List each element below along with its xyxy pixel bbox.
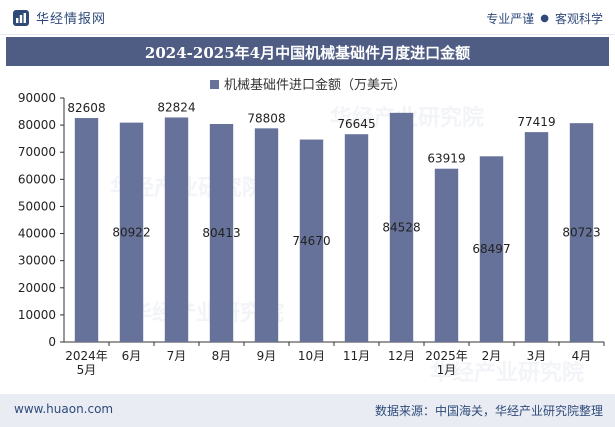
y-tick-label: 90000 xyxy=(18,91,56,105)
data-label: 76645 xyxy=(337,117,375,131)
x-tick-label: 12月 xyxy=(388,349,415,363)
logo-icon xyxy=(13,9,29,26)
x-tick-label: 2024年 xyxy=(65,349,108,363)
x-tick-label: 11月 xyxy=(343,349,370,363)
data-label: 80723 xyxy=(562,226,600,240)
x-tick-label: 7月 xyxy=(167,349,187,363)
y-tick-label: 80000 xyxy=(18,118,56,132)
data-labels: 82608 80922 82824 80413 78808 74670 76645 84528… xyxy=(67,100,600,256)
y-tick-label: 70000 xyxy=(18,145,56,159)
data-label: 82608 xyxy=(67,101,105,115)
slogan: 专业严谨 ● 客观科学 xyxy=(486,10,603,27)
y-tick-label: 50000 xyxy=(18,199,56,213)
slogan-left: 专业严谨 xyxy=(486,12,535,26)
x-tick-label: 3月 xyxy=(527,349,547,363)
data-label: 74670 xyxy=(292,234,330,248)
y-tick-label: 60000 xyxy=(18,172,56,186)
footer: www.huaon.com 数据来源：中国海关，华经产业研究院整理 xyxy=(0,394,615,427)
bar xyxy=(254,128,279,342)
bar xyxy=(164,117,189,343)
title-bar: 2024-2025年4月中国机械基础件月度进口金额 xyxy=(6,37,609,66)
axes: 0 10000 20000 30000 40000 50000 60000 70000 8000… xyxy=(18,91,605,377)
data-label: 77419 xyxy=(517,115,555,129)
data-label: 84528 xyxy=(382,220,420,234)
data-label: 80413 xyxy=(202,226,240,240)
bar xyxy=(524,132,549,342)
legend-label: 机械基础件进口金额（万美元） xyxy=(224,77,406,93)
bar xyxy=(209,123,234,342)
bar xyxy=(569,123,594,343)
y-tick-label: 10000 xyxy=(18,308,56,322)
data-source: 数据来源：中国海关，华经产业研究院整理 xyxy=(374,404,603,418)
chart-title: 2024-2025年4月中国机械基础件月度进口金额 xyxy=(144,44,471,62)
data-label: 80922 xyxy=(112,225,150,239)
bar xyxy=(74,118,99,343)
dot-separator-icon: ● xyxy=(540,13,549,24)
bar xyxy=(344,134,369,342)
bar-chart: 机械基础件进口金额（万美元） 0 10000 20000 30000 40000 5000… xyxy=(18,77,605,377)
bar xyxy=(479,156,504,342)
x-tick-label: 5月 xyxy=(77,363,97,377)
legend-swatch xyxy=(210,80,219,89)
y-tick-label: 20000 xyxy=(18,281,56,295)
legend: 机械基础件进口金额（万美元） xyxy=(210,77,406,93)
bar xyxy=(434,168,459,342)
data-label: 68497 xyxy=(472,242,510,256)
y-tick-label: 0 xyxy=(48,335,56,349)
y-tick-label: 30000 xyxy=(18,254,56,268)
data-label: 82824 xyxy=(157,100,195,114)
data-label: 63919 xyxy=(427,152,465,166)
bar xyxy=(119,122,144,342)
bar xyxy=(299,139,324,342)
x-tick-label: 8月 xyxy=(212,349,232,363)
x-tick-label: 2025年 xyxy=(425,349,468,363)
data-label: 78808 xyxy=(247,111,285,125)
x-tick-label: 4月 xyxy=(572,349,592,363)
x-tick-label: 10月 xyxy=(298,349,325,363)
y-tick-label: 40000 xyxy=(18,227,56,241)
x-tick-label: 9月 xyxy=(257,349,277,363)
brand: 华经情报网 xyxy=(12,8,106,27)
x-tick-label: 6月 xyxy=(122,349,142,363)
x-tick-label: 2月 xyxy=(482,349,502,363)
bar xyxy=(389,112,414,342)
slogan-right: 客观科学 xyxy=(554,12,603,26)
brand-name: 华经情报网 xyxy=(36,12,107,27)
x-tick-label: 1月 xyxy=(437,363,457,377)
bars xyxy=(74,112,594,343)
top-bar: 华经情报网 专业严谨 ● 客观科学 xyxy=(0,0,615,35)
footer-url[interactable]: www.huaon.com xyxy=(14,402,114,416)
